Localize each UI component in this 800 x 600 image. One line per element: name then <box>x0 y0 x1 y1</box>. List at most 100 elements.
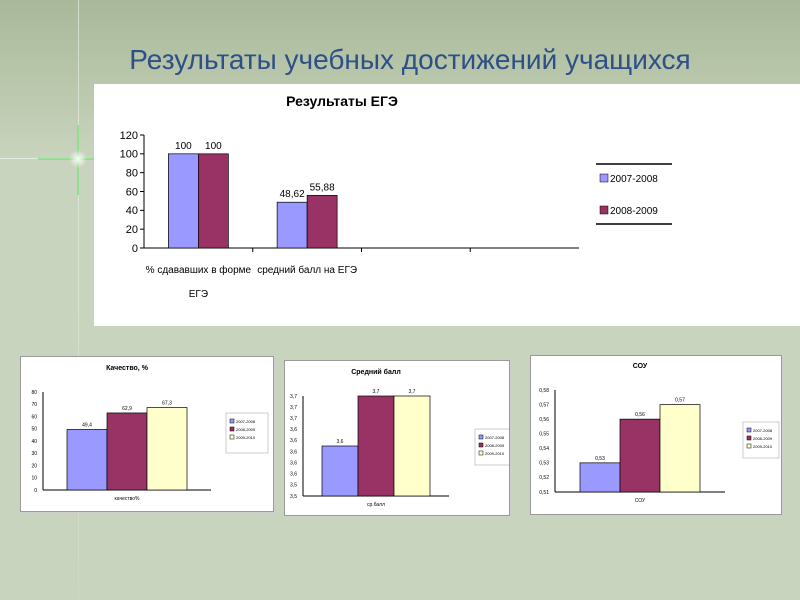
legend-label: 2007-2008 <box>236 419 256 424</box>
chart-title: Средний балл <box>351 368 401 376</box>
data-label: 3,7 <box>409 389 416 395</box>
x-category-label: качество% <box>115 496 141 502</box>
y-tick-label: 0,58 <box>539 388 549 394</box>
legend-label: 2008-2009 <box>485 443 505 448</box>
legend-label: 2009-2010 <box>236 435 256 440</box>
legend-label: 2009-2010 <box>485 451 505 456</box>
y-tick-label: 30 <box>31 451 37 457</box>
legend-swatch <box>746 435 752 441</box>
chart-title: Качество, % <box>106 365 149 372</box>
data-label: 3,7 <box>373 389 380 395</box>
bar-2009-2010 <box>393 395 431 497</box>
y-tick-label: 10 <box>31 476 37 482</box>
y-tick-label: 3,7 <box>290 405 297 411</box>
ege-chart: Результаты ЕГЭ 0 20 40 60 80 100 120 % сдававших… <box>120 93 672 300</box>
y-tick-label: 3,7 <box>290 394 297 400</box>
chart-title: СОУ <box>633 363 648 370</box>
x-category-label: средний балл на ЕГЭ <box>257 264 357 276</box>
y-tick-label: 3,5 <box>290 494 297 500</box>
data-label: 0,57 <box>675 398 685 404</box>
data-label: 100 <box>205 141 222 152</box>
y-tick-label: 3,5 <box>290 483 297 489</box>
bar-2007-2008 <box>276 201 308 249</box>
quality-chart-panel: Качество, % 0 10 20 30 40 50 60 70 80 качество% 49,… <box>20 356 274 512</box>
data-label: 100 <box>175 141 192 152</box>
decor-vertical-line <box>78 0 79 600</box>
page-title: Результаты учебных достижений учащихся <box>129 44 691 75</box>
y-tick-label: 20 <box>31 463 37 469</box>
sou-chart-panel: СОУ 0,51 0,52 0,53 0,54 0,55 0,56 0,57 0,58 СОУ 0,… <box>530 355 782 515</box>
y-tick-label: 0,57 <box>539 402 549 408</box>
chart-title: Результаты ЕГЭ <box>286 93 398 109</box>
y-tick-label: 3,6 <box>290 427 297 433</box>
y-tick-label: 60 <box>126 186 138 198</box>
legend-swatch <box>746 427 752 433</box>
legend-swatch <box>599 173 609 183</box>
legend-swatch <box>229 434 235 440</box>
bar-2008-2009 <box>619 418 661 493</box>
data-label: 62,9 <box>122 406 132 412</box>
x-category-label: % сдававших в форме <box>146 264 252 276</box>
y-tick-label: 60 <box>31 414 37 420</box>
legend-label: 2009-2010 <box>753 444 773 449</box>
y-tick-label: 0 <box>132 243 138 255</box>
y-tick-label: 0,55 <box>539 431 549 437</box>
bar-2007-2008 <box>579 462 621 493</box>
avg-score-chart-panel: Средний балл 3,5 3,5 3,6 3,6 3,6 3,6 3,6 3,7 3,7 3… <box>284 360 512 516</box>
legend-swatch <box>478 442 484 448</box>
data-label: 3,6 <box>337 439 344 445</box>
legend-box <box>596 164 672 224</box>
legend-label: 2007-2008 <box>485 435 505 440</box>
y-tick-label: 3,7 <box>290 416 297 422</box>
y-tick-label: 0,54 <box>539 446 549 452</box>
sparkle-decoration <box>38 125 118 195</box>
x-category-label: ср.балл <box>367 502 385 508</box>
y-tick-label: 50 <box>31 427 37 433</box>
y-tick-label: 0,56 <box>539 417 549 423</box>
legend-swatch <box>478 450 484 456</box>
data-label: 67,3 <box>162 401 172 407</box>
y-tick-label: 3,6 <box>290 472 297 478</box>
bar-2009-2010 <box>146 407 188 491</box>
legend-swatch <box>599 205 609 215</box>
x-category-label: ЕГЭ <box>189 289 208 300</box>
y-tick-label: 0,51 <box>539 490 549 496</box>
y-tick-label: 0,53 <box>539 461 549 467</box>
bar-2008-2009 <box>198 153 229 249</box>
bar-2007-2008 <box>66 429 108 491</box>
legend-label: 2007-2008 <box>610 174 658 185</box>
bar-2009-2010 <box>659 404 701 493</box>
legend-swatch <box>229 426 235 432</box>
bar-2008-2009 <box>106 412 148 491</box>
legend-label: 2008-2009 <box>753 436 773 441</box>
y-tick-label: 120 <box>120 130 138 142</box>
y-tick-label: 0,52 <box>539 475 549 481</box>
legend-swatch <box>478 434 484 440</box>
data-label: 0,56 <box>635 412 645 418</box>
x-category-label: СОУ <box>635 498 646 504</box>
legend-swatch <box>229 418 235 424</box>
data-label: 55,88 <box>310 182 335 193</box>
y-tick-label: 70 <box>31 402 37 408</box>
data-label: 49,4 <box>82 422 92 428</box>
bar-2007-2008 <box>168 153 199 249</box>
bar-2007-2008 <box>321 445 359 497</box>
y-tick-label: 0 <box>34 488 37 494</box>
legend-label: 2007-2008 <box>753 428 773 433</box>
data-label: 0,53 <box>595 456 605 462</box>
y-tick-label: 80 <box>126 168 138 180</box>
legend-label: 2008-2009 <box>236 427 256 432</box>
y-tick-label: 80 <box>31 390 37 396</box>
data-label: 48,62 <box>280 189 305 200</box>
y-tick-label: 100 <box>120 149 138 161</box>
bar-2008-2009 <box>306 195 338 249</box>
y-tick-label: 3,6 <box>290 438 297 444</box>
y-tick-label: 20 <box>126 224 138 236</box>
avg-score-chart: Средний балл 3,5 3,5 3,6 3,6 3,6 3,6 3,6 3,7 3,7 3… <box>290 368 512 508</box>
y-tick-label: 3,6 <box>290 460 297 466</box>
y-tick-label: 3,6 <box>290 449 297 455</box>
ege-chart-panel: Результаты ЕГЭ 0 20 40 60 80 100 120 % сдававших… <box>94 84 800 326</box>
legend-swatch <box>746 443 752 449</box>
y-tick-label: 40 <box>31 439 37 445</box>
quality-chart: Качество, % 0 10 20 30 40 50 60 70 80 качество% 49,… <box>31 365 269 502</box>
